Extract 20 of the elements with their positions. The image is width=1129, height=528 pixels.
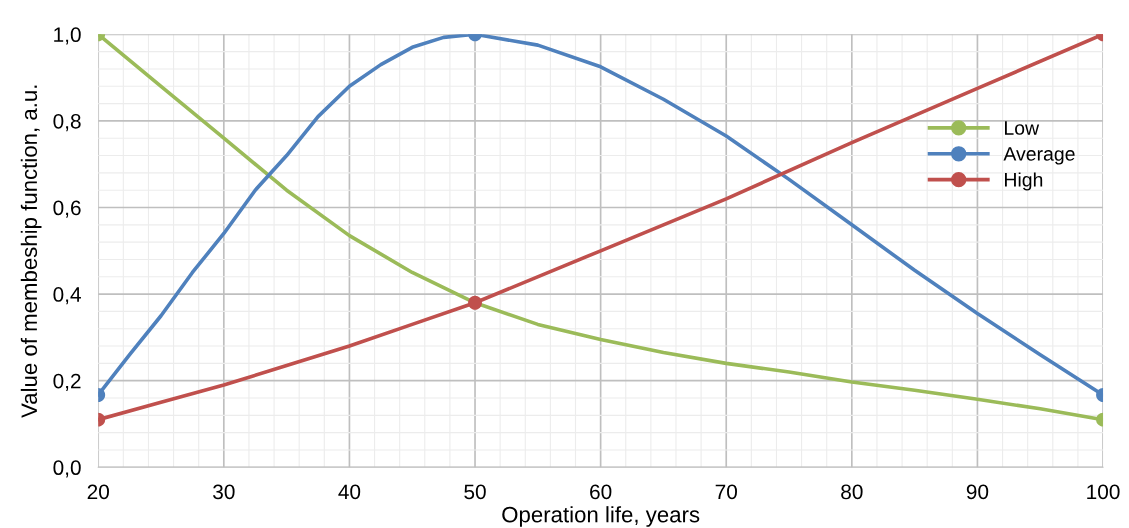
y-tick-label: 0,2 — [53, 373, 81, 391]
x-axis-title: Operation life, years — [502, 506, 700, 527]
x-tick-label: 20 — [87, 484, 109, 500]
legend-label: High — [1005, 172, 1043, 191]
x-tick-label: 100 — [1087, 484, 1120, 500]
y-axis-title: Value of membeship function, a.u. — [20, 85, 42, 418]
y-tick-label: 0,0 — [53, 460, 81, 478]
y-tick-label: 0,4 — [53, 287, 81, 305]
y-tick-label: 1,0 — [54, 27, 81, 45]
x-tick-label: 70 — [715, 484, 737, 500]
y-tick-label: 0,6 — [53, 200, 81, 218]
y-tick-label: 0,8 — [53, 113, 81, 132]
x-tick-label: 40 — [338, 484, 361, 500]
x-tick-label: 80 — [841, 484, 863, 500]
legend-label: Low — [1005, 121, 1040, 135]
legend-label: Average — [1003, 147, 1075, 165]
x-tick-label: 30 — [213, 484, 235, 500]
x-tick-label: 50 — [464, 484, 486, 500]
x-tick-label: 90 — [966, 484, 989, 500]
x-tick-label: 60 — [590, 484, 612, 500]
